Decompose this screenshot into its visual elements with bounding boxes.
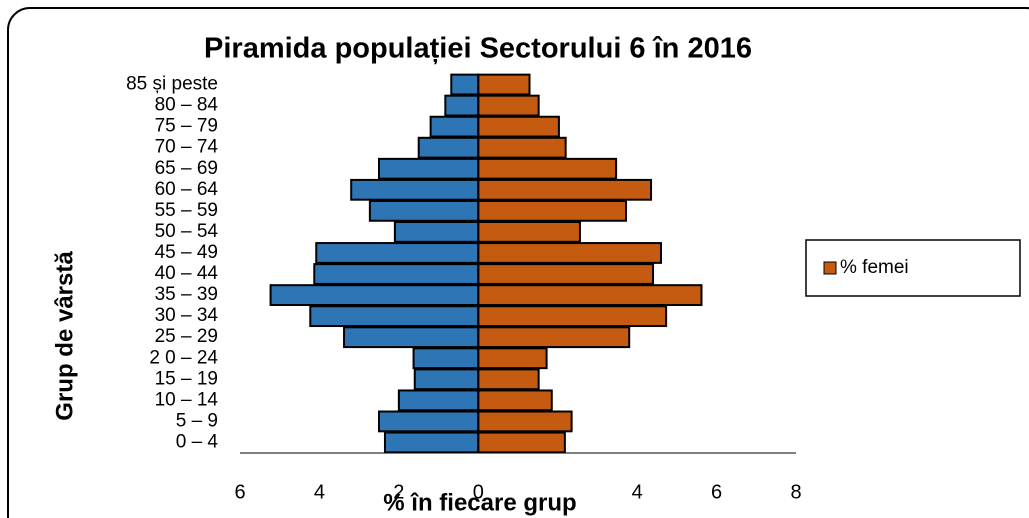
bar (309, 305, 480, 328)
y-tick-label: 0 – 4 (176, 431, 219, 452)
bar (412, 347, 480, 370)
bar (313, 263, 480, 285)
y-axis-label: Grup de vârstă (51, 251, 78, 421)
legend-swatch (823, 261, 837, 275)
bar (429, 115, 480, 138)
legend-box (805, 239, 1021, 297)
bar (477, 305, 668, 328)
bar (417, 136, 480, 159)
y-tick-label: 10 – 14 (155, 389, 219, 410)
bar (477, 284, 703, 306)
bar (477, 389, 553, 412)
y-tick-label: 85 și peste (126, 74, 218, 95)
bar (477, 178, 653, 201)
y-tick-label: 30 – 34 (155, 305, 219, 326)
y-tick-label: 15 – 19 (155, 368, 218, 389)
bar (477, 157, 618, 180)
bar (378, 410, 480, 433)
y-tick-label: 25 – 29 (155, 326, 218, 347)
bar (477, 326, 631, 349)
y-tick-label: 60 – 64 (155, 179, 219, 200)
bar (378, 157, 480, 180)
legend-label: % femei (840, 257, 909, 278)
bar (477, 136, 567, 159)
y-tick-label: 65 – 69 (155, 158, 218, 179)
bar (477, 94, 540, 117)
y-tick-label: 2 0 – 24 (149, 347, 218, 368)
bar (368, 199, 480, 222)
y-tick-label: 75 – 79 (155, 116, 218, 137)
bar (413, 368, 480, 391)
x-tick-label: 4 (632, 481, 643, 503)
bar (477, 221, 581, 243)
y-tick-label: 50 – 54 (155, 221, 219, 242)
bar (477, 115, 560, 138)
bar (477, 347, 548, 370)
bar (477, 199, 628, 222)
x-tick-label: 2 (393, 481, 404, 503)
x-tick-label: 6 (711, 481, 722, 503)
bar (397, 389, 480, 412)
y-tick-label: 5 – 9 (176, 410, 218, 431)
bar (477, 263, 655, 285)
bar (343, 326, 480, 349)
bar (477, 73, 531, 96)
bar (269, 284, 480, 306)
bar (450, 73, 480, 96)
y-tick-label: 80 – 84 (155, 95, 219, 116)
chart-title: Piramida populației Sectorului 6 în 2016 (204, 33, 752, 65)
y-tick-label: 70 – 74 (155, 137, 219, 158)
bar (477, 410, 573, 433)
bar (444, 94, 480, 117)
bar (477, 242, 662, 264)
bar (477, 368, 540, 391)
y-tick-label: 35 – 39 (155, 284, 218, 305)
bar (477, 431, 566, 454)
y-tick-label: 45 – 49 (155, 242, 218, 263)
bar (393, 221, 480, 243)
bar (350, 178, 480, 201)
bar (383, 431, 480, 454)
x-axis-label: % în fiecare grup (383, 489, 576, 516)
bar (315, 242, 480, 264)
y-tick-label: 40 – 44 (155, 263, 219, 284)
x-tick-label: 8 (790, 481, 801, 503)
y-tick-label: 55 – 59 (155, 200, 218, 221)
x-tick-label: 6 (234, 481, 245, 503)
x-tick-label: 0 (473, 481, 484, 503)
x-tick-label: 4 (314, 481, 325, 503)
